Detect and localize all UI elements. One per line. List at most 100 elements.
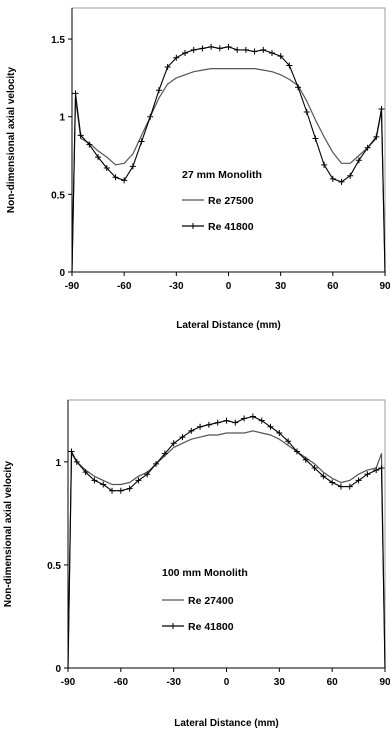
data-point-marker <box>179 434 186 441</box>
series-line-0 <box>71 67 386 273</box>
data-point-marker <box>303 109 310 116</box>
data-point-marker <box>251 48 258 55</box>
data-point-marker <box>77 132 84 139</box>
data-point-marker <box>373 467 380 474</box>
data-point-marker <box>329 175 336 182</box>
data-point-marker <box>100 481 107 488</box>
data-point-marker <box>364 144 371 151</box>
x-tick-label: -60 <box>117 281 132 292</box>
data-point-marker <box>182 50 189 57</box>
data-point-marker <box>82 469 89 476</box>
data-point-marker <box>232 419 239 426</box>
data-point-marker <box>208 43 215 50</box>
data-point-marker <box>378 105 385 112</box>
data-point-marker <box>86 141 93 148</box>
data-point-marker <box>188 427 195 434</box>
data-point-marker <box>73 458 80 465</box>
data-point-marker <box>216 45 223 52</box>
data-point-marker <box>242 46 249 53</box>
x-tick-label: -30 <box>166 677 181 688</box>
x-tick-label: -60 <box>114 677 129 688</box>
data-point-marker <box>346 483 353 490</box>
data-point-marker <box>161 450 168 457</box>
legend-label: Re 27500 <box>208 195 254 207</box>
data-point-marker <box>329 479 336 486</box>
data-point-marker <box>378 465 385 472</box>
legend-marker <box>190 223 196 229</box>
data-point-marker <box>286 62 293 69</box>
data-point-marker <box>214 419 221 426</box>
data-point-marker <box>164 64 171 71</box>
data-point-marker <box>373 133 380 140</box>
data-point-marker <box>355 157 362 164</box>
data-point-marker <box>234 46 241 53</box>
chart-annotation: 27 mm Monolith <box>182 169 262 181</box>
x-tick-label: 60 <box>327 281 339 292</box>
data-point-marker <box>144 471 151 478</box>
data-point-marker <box>95 154 102 161</box>
y-tick-label: 1.5 <box>51 35 65 46</box>
data-point-marker <box>311 465 318 472</box>
legend-label: Re 41800 <box>188 621 234 633</box>
data-point-marker <box>320 473 327 480</box>
y-axis-title: Non-dimensional axial velocity <box>6 66 17 213</box>
x-tick-label: 0 <box>226 281 232 292</box>
data-point-marker <box>153 460 160 467</box>
x-tick-label: 60 <box>327 677 339 688</box>
data-point-marker <box>347 172 354 179</box>
data-point-marker <box>112 174 119 181</box>
data-point-marker <box>103 164 110 171</box>
chart-annotation: 100 mm Monolith <box>162 567 248 579</box>
data-point-marker <box>267 423 274 430</box>
chart-100mm-monolith: -90 -60 -30 0 30 60 90 0 0.5 1 Lateral Distance (m… <box>3 399 390 729</box>
data-point-marker <box>258 417 265 424</box>
data-point-marker <box>190 46 197 53</box>
data-point-marker <box>205 421 212 428</box>
data-point-marker <box>295 84 302 91</box>
data-point-marker <box>268 50 275 57</box>
x-tick-label: -90 <box>65 281 80 292</box>
y-tick-label: 0 <box>59 268 65 279</box>
x-tick-label: 90 <box>379 677 390 688</box>
data-point-marker <box>225 43 232 50</box>
x-tick-label: 30 <box>275 281 287 292</box>
x-tick-label: 0 <box>224 677 230 688</box>
data-point-marker <box>302 456 309 463</box>
data-point-marker <box>129 163 136 170</box>
series-line-0 <box>67 430 386 669</box>
x-tick-label: 90 <box>379 281 390 292</box>
data-point-marker <box>338 178 345 185</box>
x-axis-title: Lateral Distance (mm) <box>174 718 278 729</box>
data-point-marker <box>117 487 124 494</box>
x-tick-label: -90 <box>61 677 76 688</box>
y-tick-label: 1 <box>55 458 61 469</box>
data-point-marker <box>121 177 128 184</box>
x-axis-title: Lateral Distance (mm) <box>176 320 280 331</box>
data-point-marker <box>72 90 79 97</box>
data-point-marker <box>337 483 344 490</box>
y-tick-label: 0.5 <box>47 561 61 572</box>
data-point-marker <box>312 135 319 142</box>
y-tick-label: 1 <box>59 113 65 124</box>
data-point-marker <box>364 471 371 478</box>
data-point-marker <box>355 477 362 484</box>
chart-27mm-monolith: -90 -60 -30 0 30 60 90 0 0.5 1 1.5 Lateral Distance… <box>6 7 390 331</box>
data-point-marker <box>197 423 204 430</box>
data-point-marker <box>155 87 162 94</box>
data-point-marker <box>68 448 75 455</box>
y-tick-label: 0.5 <box>51 190 65 201</box>
data-point-marker <box>321 161 328 168</box>
data-point-marker <box>249 413 256 420</box>
data-point-marker <box>241 415 248 422</box>
y-axis-title: Non-dimensional axial velocity <box>3 460 14 607</box>
data-point-marker <box>147 113 154 120</box>
data-point-marker <box>91 477 98 484</box>
data-point-marker <box>276 429 283 436</box>
data-point-marker <box>223 417 230 424</box>
data-point-marker <box>260 46 267 53</box>
data-point-marker <box>126 485 133 492</box>
x-tick-label: -30 <box>169 281 184 292</box>
data-point-marker <box>138 138 145 145</box>
x-tick-label: 30 <box>274 677 286 688</box>
